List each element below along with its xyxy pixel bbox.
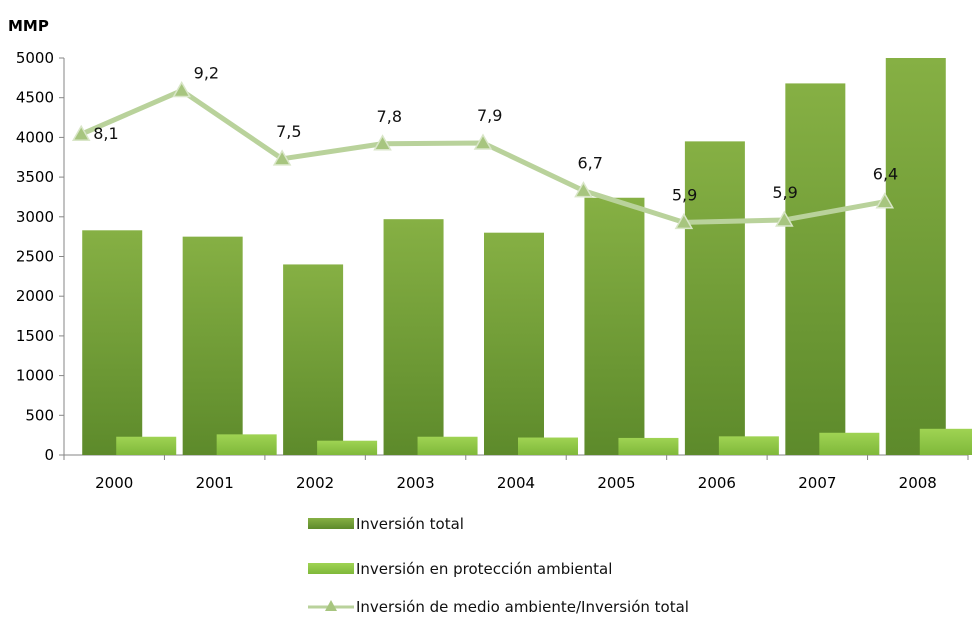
x-tick-label: 2006 <box>698 474 736 492</box>
ratio-marker <box>272 149 292 166</box>
x-tick-label: 2004 <box>497 474 535 492</box>
bar-protection <box>819 432 880 455</box>
ratio-marker <box>875 192 895 209</box>
y-axis: 0 500 1000 1500 2000 2500 3000 3500 4000 4500 5000 <box>16 49 65 464</box>
y-tick-label: 4500 <box>16 89 54 107</box>
ratio-marker <box>373 134 392 151</box>
ratio-marker <box>473 133 493 150</box>
x-tick-label: 2005 <box>597 474 635 492</box>
ratio-data-label: 6,4 <box>873 165 898 184</box>
ratio-data-label: 7,8 <box>377 107 402 126</box>
x-tick-label: 2001 <box>196 474 234 492</box>
ratio-marker <box>172 81 191 98</box>
x-axis: 2000 2001 2002 2003 2004 2005 2006 2007 2008 <box>63 454 969 492</box>
legend-swatch-protection <box>308 563 354 574</box>
y-tick-label: 3000 <box>16 208 54 226</box>
x-tick-label: 2008 <box>899 474 937 492</box>
legend-swatch-ratio-marker <box>325 600 337 611</box>
bar-protection <box>919 428 972 455</box>
ratio-marker <box>574 181 593 198</box>
legend-swatch-total <box>308 518 354 529</box>
series-ratio-line: 8,1 9,2 7,5 7,8 7,9 6,7 5,9 5,9 6,4 <box>71 64 898 230</box>
bar-total <box>283 264 344 455</box>
ratio-data-label: 7,9 <box>477 106 502 125</box>
legend: Inversión total Inversión en protección a… <box>308 515 689 616</box>
legend-label-protection: Inversión en protección ambiental <box>356 560 612 578</box>
bar-protection <box>216 434 277 455</box>
ratio-marker <box>775 210 794 227</box>
bar-total <box>182 236 243 455</box>
bar-total <box>885 58 946 455</box>
bar-protection <box>116 436 177 455</box>
y-tick-label: 0 <box>44 446 54 464</box>
bar-total <box>684 141 745 455</box>
x-tick-label: 2007 <box>798 474 836 492</box>
y-tick-label: 2500 <box>16 248 54 266</box>
bar-protection <box>317 440 378 455</box>
x-tick-label: 2002 <box>296 474 334 492</box>
y-tick-label: 1000 <box>16 367 54 385</box>
bar-protection <box>518 437 578 455</box>
bar-protection <box>417 436 478 455</box>
bar-total <box>484 232 544 455</box>
ratio-data-label: 5,9 <box>772 183 797 202</box>
ratio-marker <box>71 124 91 141</box>
series-protection-bars <box>116 428 972 455</box>
y-tick-label: 4000 <box>16 128 54 146</box>
y-axis-label: MMP <box>8 17 49 35</box>
ratio-data-label: 7,5 <box>276 122 301 141</box>
ratio-data-label: 9,2 <box>194 64 219 83</box>
series-total-bars <box>82 58 946 456</box>
ratio-data-label: 5,9 <box>672 185 697 204</box>
x-tick-label: 2003 <box>396 474 434 492</box>
bar-total <box>383 219 444 455</box>
ratio-data-label: 8,1 <box>93 124 118 143</box>
ratio-data-label: 6,7 <box>577 154 602 173</box>
y-tick-label: 3500 <box>16 168 54 186</box>
bar-total <box>785 83 846 456</box>
legend-label-total: Inversión total <box>356 515 464 533</box>
x-tick-label: 2000 <box>95 474 133 492</box>
bar-total <box>584 197 645 455</box>
y-tick-label: 5000 <box>16 49 54 67</box>
y-tick-label: 1500 <box>16 327 54 345</box>
y-tick-label: 500 <box>25 406 54 424</box>
bar-protection <box>718 436 779 455</box>
ratio-marker <box>674 212 694 230</box>
legend-label-ratio: Inversión de medio ambiente/Inversión to… <box>356 598 689 616</box>
bar-total <box>82 230 143 455</box>
y-tick-label: 2000 <box>16 287 54 305</box>
bar-protection <box>618 437 679 455</box>
